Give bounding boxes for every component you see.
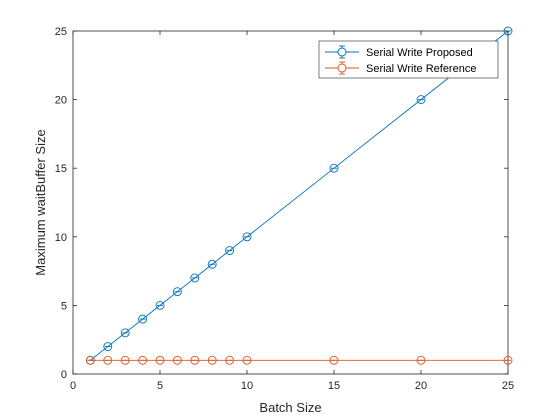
legend: Serial Write Proposed Serial Write Refere… bbox=[318, 40, 499, 79]
data-point bbox=[103, 342, 113, 352]
series-2 bbox=[85, 355, 513, 365]
y-tick-label: 25 bbox=[55, 26, 67, 38]
data-point bbox=[416, 95, 426, 105]
x-tick-label: 10 bbox=[241, 380, 253, 392]
x-tick-label: 15 bbox=[328, 380, 340, 392]
x-axis-title: Batch Size bbox=[259, 400, 321, 415]
data-point bbox=[138, 314, 148, 324]
legend-box bbox=[318, 40, 499, 79]
data-point bbox=[155, 300, 165, 310]
x-tick-label: 5 bbox=[157, 380, 163, 392]
data-point bbox=[172, 355, 182, 365]
data-point bbox=[242, 232, 252, 242]
y-tick-label: 20 bbox=[55, 95, 67, 107]
data-point bbox=[172, 287, 182, 297]
legend-item-1: Serial Write Proposed bbox=[325, 45, 473, 59]
y-tick-label: 15 bbox=[55, 163, 67, 175]
series-1 bbox=[85, 26, 513, 365]
data-point bbox=[207, 259, 217, 269]
data-point bbox=[103, 355, 113, 365]
data-point bbox=[503, 355, 513, 365]
data-point bbox=[225, 355, 235, 365]
x-tick-label: 20 bbox=[415, 380, 427, 392]
legend-label: Serial Write Reference bbox=[366, 63, 476, 75]
data-point bbox=[155, 355, 165, 365]
axes-layer: 0 5 10 15 20 25 0 5 10 15 20 25 bbox=[55, 26, 514, 392]
legend-label: Serial Write Proposed bbox=[366, 47, 473, 59]
data-point bbox=[242, 355, 252, 365]
y-tick-label: 5 bbox=[61, 300, 67, 312]
y-axis-title: Maximum waitBuffer Size bbox=[33, 129, 48, 275]
data-point bbox=[190, 355, 200, 365]
data-point bbox=[120, 328, 130, 338]
legend-marker bbox=[337, 63, 347, 73]
data-point bbox=[120, 355, 130, 365]
data-point bbox=[225, 246, 235, 255]
x-tick-label: 25 bbox=[502, 380, 514, 392]
data-point bbox=[85, 355, 95, 365]
y-tick-label: 10 bbox=[55, 232, 67, 244]
series-layer bbox=[85, 26, 513, 365]
y-tick-label: 0 bbox=[61, 369, 67, 381]
data-point bbox=[329, 163, 339, 173]
data-point bbox=[138, 355, 148, 365]
data-point bbox=[207, 355, 217, 365]
legend-marker bbox=[337, 47, 347, 57]
data-point bbox=[190, 273, 200, 283]
x-tick-label: 0 bbox=[70, 380, 76, 392]
data-point bbox=[329, 355, 339, 365]
legend-item-2: Serial Write Reference bbox=[325, 61, 476, 75]
data-point bbox=[416, 355, 426, 365]
